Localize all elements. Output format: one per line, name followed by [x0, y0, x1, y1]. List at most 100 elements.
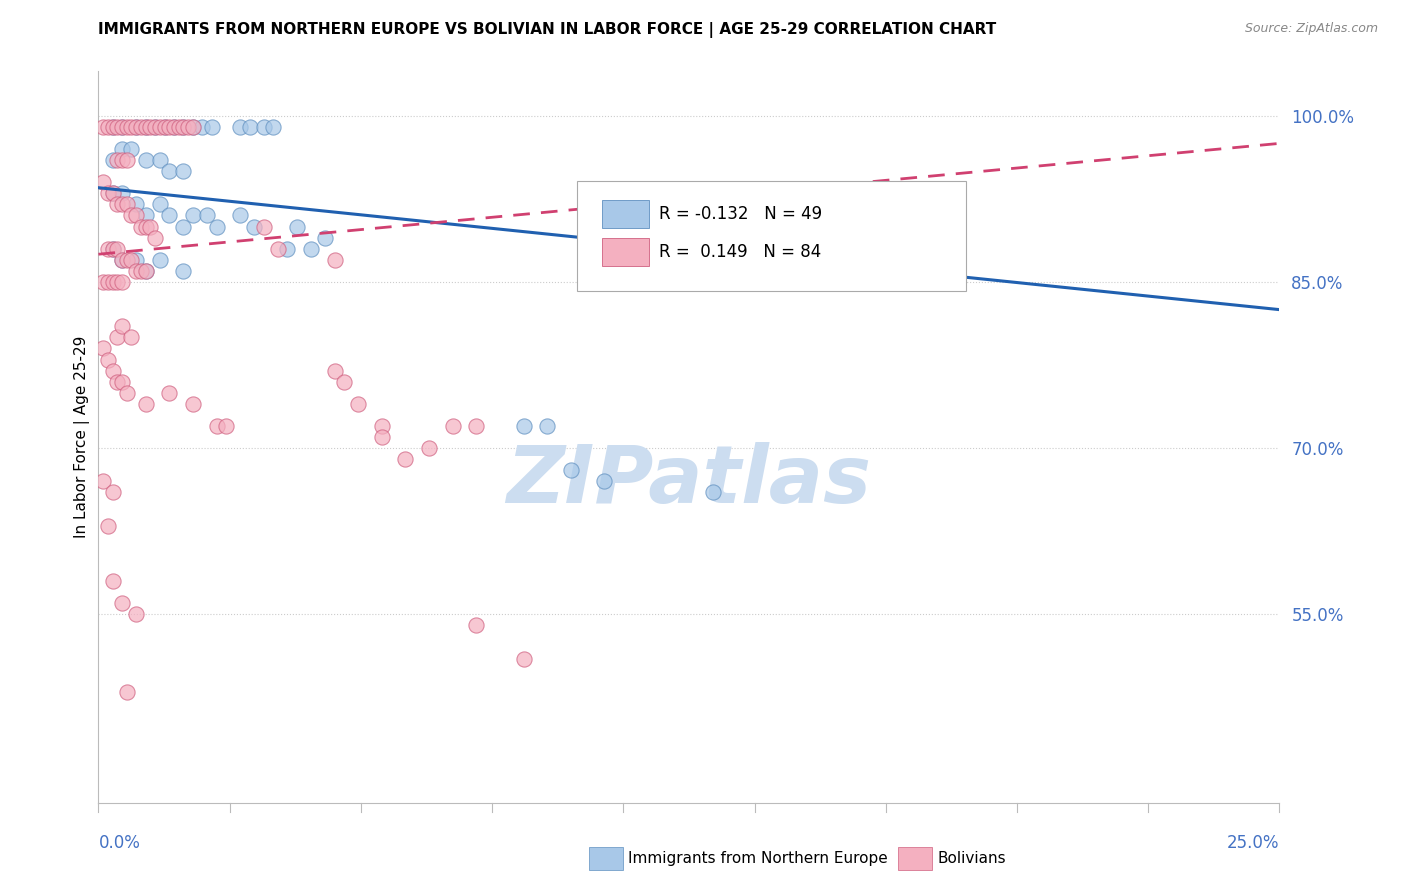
- Point: [111, 142, 134, 156]
- Point: [101, 120, 124, 134]
- Point: [229, 209, 252, 223]
- Point: [139, 219, 162, 234]
- Point: [111, 120, 134, 134]
- Point: [253, 219, 276, 234]
- Point: [157, 120, 180, 134]
- Point: [91, 275, 114, 289]
- Point: [512, 651, 534, 665]
- Text: 0.0%: 0.0%: [98, 834, 141, 852]
- Point: [333, 375, 356, 389]
- Point: [101, 186, 124, 201]
- Text: ZIPatlas: ZIPatlas: [506, 442, 872, 520]
- Point: [111, 252, 134, 267]
- Text: IMMIGRANTS FROM NORTHERN EUROPE VS BOLIVIAN IN LABOR FORCE | AGE 25-29 CORRELATI: IMMIGRANTS FROM NORTHERN EUROPE VS BOLIV…: [98, 22, 997, 38]
- Point: [560, 463, 582, 477]
- Point: [177, 120, 200, 134]
- FancyBboxPatch shape: [602, 200, 648, 227]
- Point: [239, 120, 262, 134]
- Point: [111, 375, 134, 389]
- Point: [149, 153, 172, 167]
- Point: [205, 419, 228, 434]
- Point: [105, 153, 128, 167]
- Point: [181, 120, 204, 134]
- Point: [512, 419, 534, 434]
- FancyBboxPatch shape: [576, 181, 966, 291]
- Point: [323, 252, 346, 267]
- Point: [121, 209, 143, 223]
- Point: [97, 518, 120, 533]
- Point: [205, 219, 228, 234]
- Point: [181, 120, 204, 134]
- Point: [101, 485, 124, 500]
- Point: [229, 120, 252, 134]
- Text: 25.0%: 25.0%: [1227, 834, 1279, 852]
- Text: Bolivians: Bolivians: [938, 851, 1007, 865]
- Point: [91, 175, 114, 189]
- Point: [593, 475, 616, 489]
- Point: [323, 363, 346, 377]
- Point: [111, 275, 134, 289]
- Point: [135, 120, 157, 134]
- Point: [125, 197, 148, 211]
- Point: [153, 120, 176, 134]
- Point: [105, 330, 128, 344]
- Point: [115, 120, 138, 134]
- Point: [111, 153, 134, 167]
- Point: [125, 120, 148, 134]
- Point: [115, 197, 138, 211]
- Point: [135, 209, 157, 223]
- Point: [243, 219, 266, 234]
- Point: [299, 242, 322, 256]
- Point: [121, 142, 143, 156]
- Point: [135, 264, 157, 278]
- Point: [115, 685, 138, 699]
- Point: [111, 197, 134, 211]
- Point: [125, 120, 148, 134]
- Point: [157, 209, 180, 223]
- Point: [125, 252, 148, 267]
- Point: [191, 120, 214, 134]
- Point: [418, 441, 440, 455]
- Point: [172, 264, 194, 278]
- Point: [465, 419, 488, 434]
- Point: [371, 430, 394, 444]
- Point: [101, 275, 124, 289]
- Point: [172, 120, 194, 134]
- Point: [111, 186, 134, 201]
- Point: [97, 352, 120, 367]
- Text: R =  0.149   N = 84: R = 0.149 N = 84: [659, 243, 821, 261]
- Point: [143, 120, 166, 134]
- Point: [201, 120, 224, 134]
- Point: [101, 242, 124, 256]
- Point: [149, 252, 172, 267]
- Point: [181, 209, 204, 223]
- Point: [143, 230, 166, 244]
- Point: [172, 120, 194, 134]
- Point: [371, 419, 394, 434]
- Point: [135, 264, 157, 278]
- Point: [115, 153, 138, 167]
- Point: [115, 385, 138, 400]
- Point: [143, 120, 166, 134]
- Point: [91, 342, 114, 356]
- Point: [253, 120, 276, 134]
- Point: [129, 120, 152, 134]
- Text: Source: ZipAtlas.com: Source: ZipAtlas.com: [1244, 22, 1378, 36]
- Point: [215, 419, 238, 434]
- Point: [115, 252, 138, 267]
- Text: R = -0.132   N = 49: R = -0.132 N = 49: [659, 205, 823, 223]
- Point: [276, 242, 298, 256]
- Point: [121, 330, 143, 344]
- Point: [314, 230, 336, 244]
- Point: [105, 120, 128, 134]
- Point: [129, 219, 152, 234]
- Point: [347, 397, 370, 411]
- Point: [139, 120, 162, 134]
- Point: [111, 252, 134, 267]
- Point: [121, 120, 143, 134]
- Point: [285, 219, 308, 234]
- Point: [125, 607, 148, 622]
- Point: [163, 120, 186, 134]
- Point: [262, 120, 284, 134]
- Point: [97, 275, 120, 289]
